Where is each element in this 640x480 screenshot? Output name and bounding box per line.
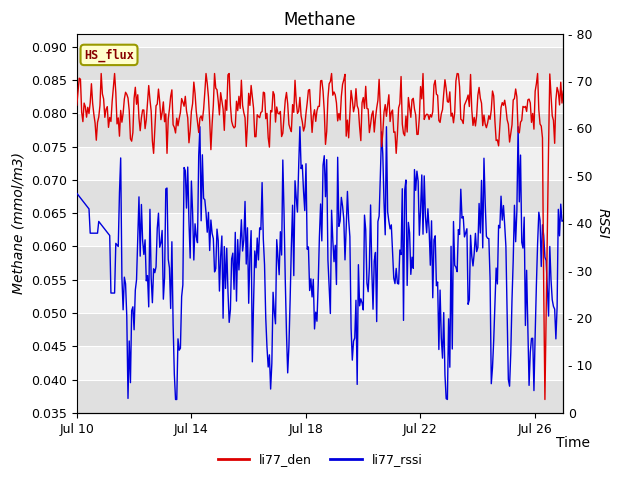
Bar — [77, 346, 563, 380]
Bar — [77, 313, 563, 346]
Title: Methane: Methane — [284, 11, 356, 29]
Bar — [77, 180, 563, 213]
X-axis label: Time: Time — [556, 435, 590, 450]
Bar — [77, 147, 563, 180]
Bar — [77, 380, 563, 413]
Y-axis label: RSSI: RSSI — [595, 208, 609, 239]
Legend: li77_den, li77_rssi: li77_den, li77_rssi — [212, 448, 428, 471]
Bar — [77, 247, 563, 280]
Bar — [77, 80, 563, 113]
Text: HS_flux: HS_flux — [84, 48, 134, 61]
Bar — [77, 113, 563, 147]
Bar — [77, 47, 563, 80]
Y-axis label: Methane (mmol/m3): Methane (mmol/m3) — [12, 152, 26, 294]
Bar — [77, 280, 563, 313]
Bar — [77, 213, 563, 247]
